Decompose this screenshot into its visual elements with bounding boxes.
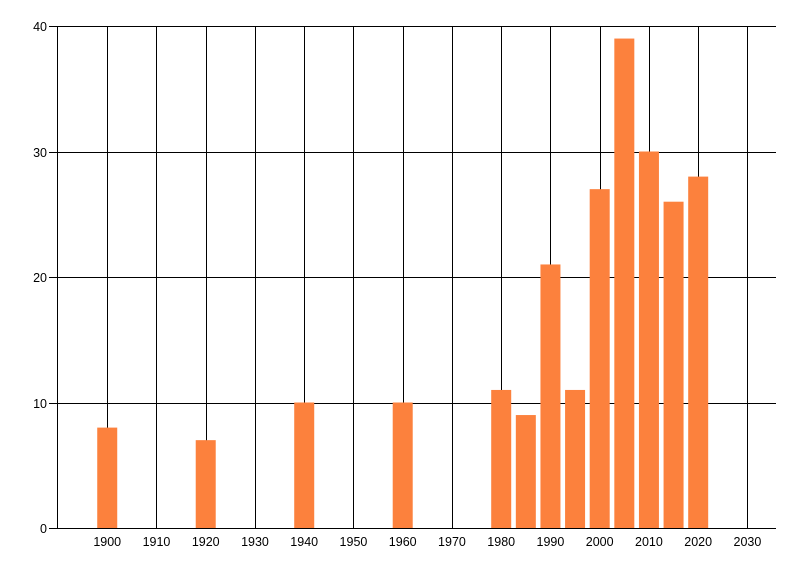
x-tick-label-1900: 1900: [93, 535, 121, 549]
x-tick-label-1950: 1950: [340, 535, 368, 549]
bar-2020: [688, 176, 709, 528]
x-tick-label-2000: 2000: [586, 535, 614, 549]
bar-2015: [663, 201, 684, 528]
x-tick-label-1910: 1910: [143, 535, 171, 549]
bar-1920: [195, 440, 216, 528]
x-tick-label-1980: 1980: [487, 535, 515, 549]
bar-1900: [97, 427, 118, 528]
x-tick-label-1930: 1930: [241, 535, 269, 549]
bar-1985: [515, 415, 536, 528]
bar-1980: [491, 389, 512, 528]
y-tick-label-40: 40: [33, 20, 47, 34]
x-tick-label-1990: 1990: [537, 535, 565, 549]
y-tick-label-20: 20: [33, 271, 47, 285]
bar-2000: [589, 189, 610, 528]
x-tick-label-1940: 1940: [290, 535, 318, 549]
bar-2005: [614, 38, 635, 529]
x-tick-label-2020: 2020: [684, 535, 712, 549]
bar-1990: [540, 264, 561, 528]
y-tick-label-10: 10: [33, 397, 47, 411]
bar-1995: [565, 389, 586, 528]
bar-2010: [638, 151, 659, 528]
x-tick-label-2010: 2010: [635, 535, 663, 549]
x-tick-label-2030: 2030: [734, 535, 762, 549]
x-tick-label-1960: 1960: [389, 535, 417, 549]
y-tick-label-0: 0: [40, 522, 47, 536]
bar-1940: [294, 402, 315, 528]
x-tick-label-1920: 1920: [192, 535, 220, 549]
y-tick-label-30: 30: [33, 146, 47, 160]
bar-1960: [392, 402, 413, 528]
x-tick-label-1970: 1970: [438, 535, 466, 549]
